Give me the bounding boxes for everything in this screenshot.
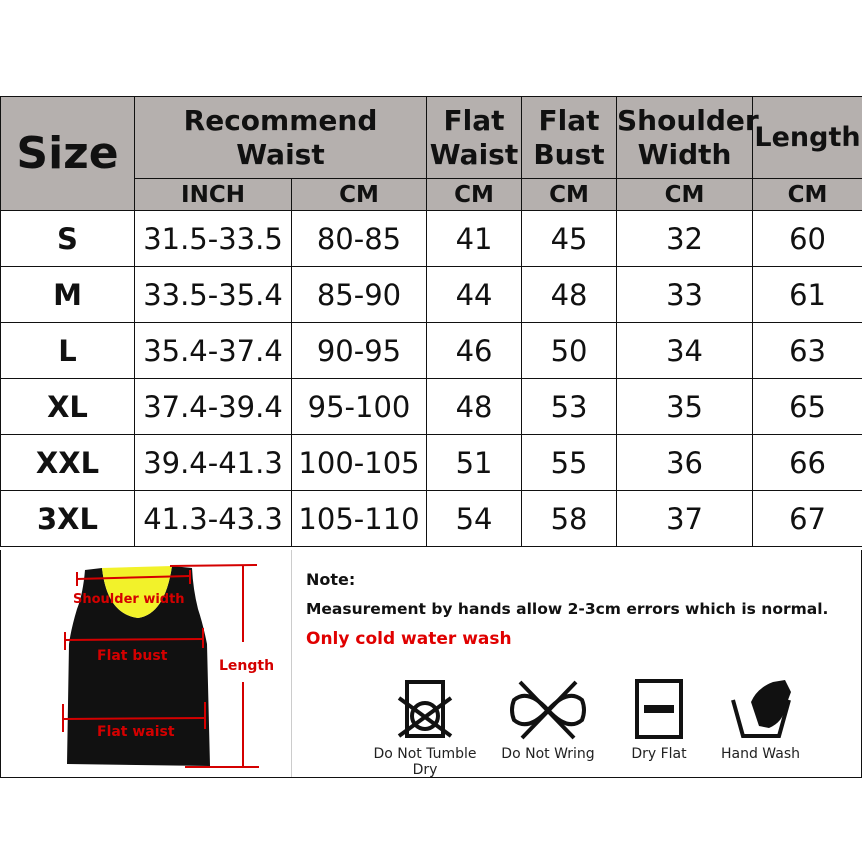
cell-waist-inch: 35.4-37.4 (134, 322, 292, 379)
care-do-not-wring: Do Not Wring (498, 678, 598, 762)
cell-length: 63 (752, 322, 862, 379)
care-label: Do Not Wring (501, 746, 595, 762)
table-row: M 33.5-35.4 85-90 44 48 33 61 (0, 266, 862, 323)
cell-shoulder-width: 36 (616, 434, 754, 491)
vest-diagram: Shoulder width Flat bust Flat waist Leng… (62, 564, 274, 768)
cell-waist-inch: 31.5-33.5 (134, 210, 292, 267)
cell-size: M (0, 266, 135, 323)
table-row: XXL 39.4-41.3 100-105 51 55 36 66 (0, 434, 862, 491)
header-size: Size (0, 96, 135, 211)
cell-waist-inch: 37.4-39.4 (134, 378, 292, 435)
shoulder-width-label: Shoulder width (73, 592, 185, 607)
cell-flat-waist: 44 (426, 266, 523, 323)
header-flat-waist: Flat Waist (426, 96, 523, 179)
cell-size: 3XL (0, 490, 135, 547)
unit-cm: CM (752, 178, 862, 211)
cell-waist-cm: 95-100 (290, 378, 428, 435)
cell-size: XXL (0, 434, 135, 491)
unit-cm: CM (290, 178, 428, 211)
cell-waist-inch: 41.3-43.3 (134, 490, 292, 547)
header-recommend-waist: Recommend Waist (133, 96, 428, 179)
cell-waist-cm: 105-110 (290, 490, 428, 547)
cell-flat-waist: 51 (426, 434, 523, 491)
cell-waist-inch: 39.4-41.3 (134, 434, 292, 491)
cell-flat-bust: 50 (521, 322, 618, 379)
flat-bust-label: Flat bust (97, 648, 168, 664)
cell-flat-waist: 46 (426, 322, 523, 379)
table-row: XL 37.4-39.4 95-100 48 53 35 65 (0, 378, 862, 435)
care-hand-wash: Hand Wash (713, 678, 808, 762)
cell-waist-cm: 85-90 (290, 266, 428, 323)
cell-flat-bust: 48 (521, 266, 618, 323)
cell-length: 65 (752, 378, 862, 435)
cell-waist-cm: 80-85 (290, 210, 428, 267)
unit-cm: CM (616, 178, 754, 211)
measurement-note: Measurement by hands allow 2-3cm errors … (306, 600, 829, 618)
cell-flat-bust: 55 (521, 434, 618, 491)
cell-size: XL (0, 378, 135, 435)
cell-shoulder-width: 35 (616, 378, 754, 435)
length-label: Length (219, 658, 274, 674)
cell-length: 67 (752, 490, 862, 547)
info-panel: Shoulder width Flat bust Flat waist Leng… (0, 550, 862, 778)
cell-shoulder-width: 34 (616, 322, 754, 379)
divider (291, 550, 292, 777)
cell-size: L (0, 322, 135, 379)
cell-length: 60 (752, 210, 862, 267)
care-label: Dry Flat (631, 746, 687, 762)
wash-note: Only cold water wash (306, 629, 512, 649)
do-not-wring-icon (510, 680, 586, 740)
care-do-not-tumble-dry: Do Not Tumble Dry (359, 678, 491, 778)
unit-cm: CM (426, 178, 523, 211)
table-row: L 35.4-37.4 90-95 46 50 34 63 (0, 322, 862, 379)
do-not-tumble-dry-icon (397, 680, 453, 738)
note-title: Note: (306, 570, 356, 589)
cell-waist-cm: 90-95 (290, 322, 428, 379)
dry-flat-icon (635, 679, 683, 739)
cell-waist-inch: 33.5-35.4 (134, 266, 292, 323)
cell-flat-bust: 53 (521, 378, 618, 435)
table-row: S 31.5-33.5 80-85 41 45 32 60 (0, 210, 862, 267)
header-length: Length (752, 96, 862, 179)
cell-flat-bust: 58 (521, 490, 618, 547)
care-dry-flat: Dry Flat (619, 678, 699, 762)
care-label: Do Not Tumble Dry (373, 746, 477, 778)
header-flat-bust: Flat Bust (521, 96, 618, 179)
cell-length: 66 (752, 434, 862, 491)
size-chart-table: Size Recommend Waist Flat Waist Flat Bus… (0, 96, 862, 547)
cell-flat-waist: 41 (426, 210, 523, 267)
cell-waist-cm: 100-105 (290, 434, 428, 491)
unit-cm: CM (521, 178, 618, 211)
cell-shoulder-width: 37 (616, 490, 754, 547)
cell-flat-bust: 45 (521, 210, 618, 267)
header-shoulder-width: Shoulder Width (616, 96, 759, 179)
unit-inch: INCH (134, 178, 292, 211)
hand-wash-icon (730, 680, 791, 738)
cell-length: 61 (752, 266, 862, 323)
cell-flat-waist: 48 (426, 378, 523, 435)
cell-size: S (0, 210, 135, 267)
cell-shoulder-width: 33 (616, 266, 754, 323)
flat-waist-label: Flat waist (97, 724, 175, 740)
table-row: 3XL 41.3-43.3 105-110 54 58 37 67 (0, 490, 862, 547)
cell-shoulder-width: 32 (616, 210, 754, 267)
cell-flat-waist: 54 (426, 490, 523, 547)
care-label: Hand Wash (720, 746, 800, 762)
